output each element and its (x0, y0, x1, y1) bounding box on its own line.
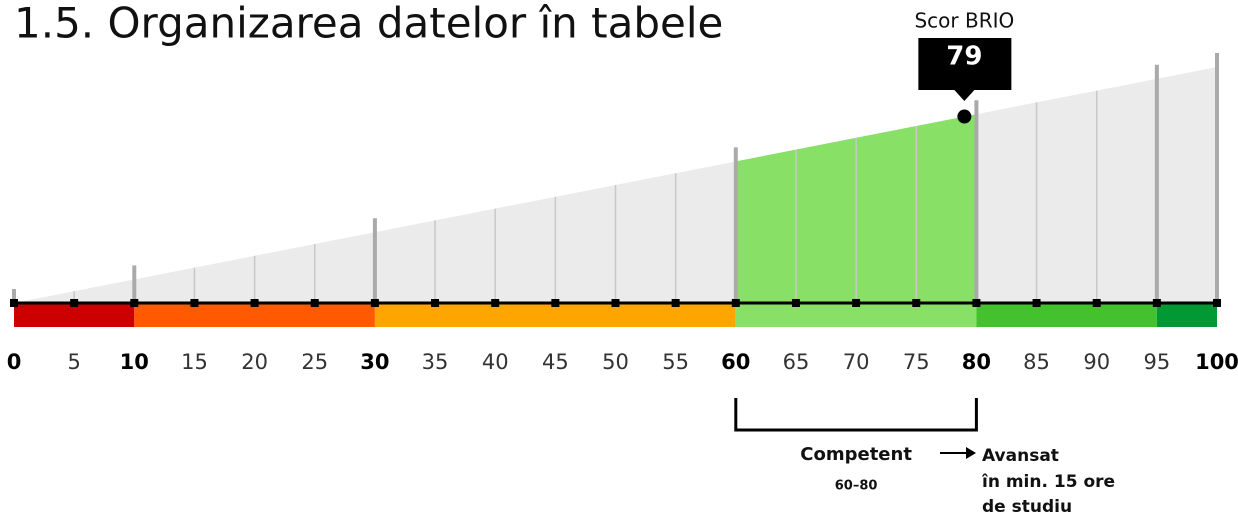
tick-marker (130, 299, 139, 307)
x-tick-label: 45 (542, 350, 569, 374)
x-tick-label: 20 (241, 350, 268, 374)
tick-marker (491, 299, 500, 307)
tick-marker (70, 299, 79, 307)
level-bracket (734, 398, 978, 432)
x-tick-label: 30 (360, 350, 389, 374)
score-callout (918, 38, 1012, 101)
score-value: 79 (946, 42, 982, 72)
x-tick-label: 100 (1195, 350, 1238, 374)
score-dot (957, 109, 972, 124)
x-tick-label: 95 (1143, 350, 1170, 374)
tick-marker (1032, 299, 1041, 307)
tick-marker (370, 299, 379, 307)
tick-marker (310, 299, 319, 307)
x-tick-label: 25 (301, 350, 328, 374)
next-level-name: Avansat (982, 446, 1059, 466)
next-level-note: de studiu (982, 497, 1072, 515)
tick-marker (1152, 299, 1161, 307)
band (1156, 303, 1217, 327)
x-tick-label: 60 (721, 350, 750, 374)
x-tick-label: 55 (662, 350, 689, 374)
x-tick-label: 65 (783, 350, 810, 374)
level-name: Competent (800, 444, 912, 465)
x-tick-label: 70 (843, 350, 870, 374)
x-tick-label: 50 (602, 350, 629, 374)
x-tick-label: 5 (67, 350, 80, 374)
x-tick-label: 15 (181, 350, 208, 374)
x-tick-label: 10 (120, 350, 149, 374)
tick-marker (852, 299, 861, 307)
tick-marker (551, 299, 560, 307)
tick-marker (791, 299, 800, 307)
tick-marker (731, 299, 740, 307)
tick-marker (431, 299, 440, 307)
chart-title: 1.5. Organizarea datelor în tabele (14, 0, 723, 48)
tick-marker (972, 299, 981, 307)
next-level-note: în min. 15 ore (981, 472, 1115, 492)
x-tick-label: 35 (422, 350, 449, 374)
tick-marker (912, 299, 921, 307)
tick-marker (671, 299, 680, 307)
x-tick-label: 40 (482, 350, 509, 374)
x-tick-label: 80 (962, 350, 991, 374)
tick-marker (1092, 299, 1101, 307)
x-tick-label: 90 (1083, 350, 1110, 374)
tick-marker (10, 299, 18, 307)
x-tick-label: 75 (903, 350, 930, 374)
tick-marker (611, 299, 620, 307)
tick-marker (190, 299, 199, 307)
tick-marker (1213, 299, 1221, 307)
x-tick-label: 85 (1023, 350, 1050, 374)
score-label: Scor BRIO (914, 9, 1014, 33)
level-range: 60–80 (835, 479, 878, 494)
next-arrow-head (966, 447, 976, 459)
x-tick-label: 0 (7, 350, 22, 374)
band (976, 303, 1157, 327)
tick-marker (250, 299, 259, 307)
